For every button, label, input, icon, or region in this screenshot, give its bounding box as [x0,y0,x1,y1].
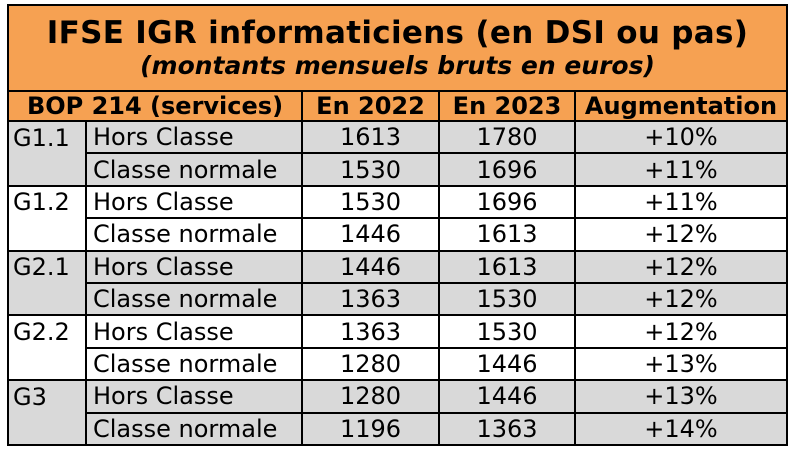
grade-cell [7,347,87,382]
value-2022-cell: 1196 [301,411,440,446]
classe-cell: Classe normale [85,411,303,446]
ifse-table-container: IFSE IGR informaticiens (en DSI ou pas) … [6,4,789,446]
classe-cell: Hors Classe [85,184,303,220]
value-2023-cell: 1780 [438,119,576,155]
title-block: IFSE IGR informaticiens (en DSI ou pas) … [6,4,789,92]
augmentation-cell: +14% [573,411,789,446]
table-row: G2.1 Hors Classe 1446 1613 +12% [7,249,789,284]
classe-cell: Hors Classe [85,119,303,155]
classe-cell: Hors Classe [85,314,303,349]
value-2023-cell: 1446 [438,379,576,414]
augmentation-cell: +11% [573,152,789,187]
table-title: IFSE IGR informaticiens (en DSI ou pas) [46,15,749,51]
ifse-table: IFSE IGR informaticiens (en DSI ou pas) … [6,4,789,446]
value-2022-cell: 1446 [301,249,440,284]
augmentation-cell: +13% [573,346,789,382]
augmentation-cell: +12% [573,314,789,349]
augmentation-cell: +13% [573,379,789,414]
header-2022: En 2022 [301,90,440,122]
value-2022-cell: 1530 [301,152,440,187]
grade-cell [7,218,87,252]
classe-cell: Hors Classe [85,249,303,284]
classe-cell: Classe normale [85,152,303,187]
value-2022-cell: 1446 [301,217,440,252]
value-2022-cell: 1613 [301,119,440,155]
table-row: G1.1 Hors Classe 1613 1780 +10% [7,119,789,155]
table-row: G2.2 Hors Classe 1363 1530 +12% [7,314,789,349]
classe-cell: Classe normale [85,346,303,382]
classe-cell: Classe normale [85,217,303,252]
table-row: Classe normale 1446 1613 +12% [7,217,789,252]
table-row: G3 Hors Classe 1280 1446 +13% [7,379,789,414]
value-2023-cell: 1613 [438,217,576,252]
augmentation-cell: +11% [573,184,789,220]
value-2022-cell: 1530 [301,184,440,220]
header-bop: BOP 214 (services) [7,90,303,122]
table-row: Classe normale 1363 1530 +12% [7,281,789,317]
augmentation-cell: +10% [573,119,789,155]
value-2022-cell: 1280 [301,379,440,414]
grade-cell: G1.2 [7,184,87,219]
value-2023-cell: 1530 [438,314,576,349]
table-subtitle: (montants mensuels bruts en euros) [140,51,655,80]
classe-cell: Hors Classe [85,379,303,414]
grade-cell: G1.1 [7,119,87,154]
grade-cell: G2.1 [7,249,87,283]
value-2023-cell: 1363 [438,411,576,446]
table-row: Classe normale 1530 1696 +11% [7,152,789,187]
grade-cell: G3 [7,379,87,413]
value-2022-cell: 1280 [301,346,440,382]
header-row: BOP 214 (services) En 2022 En 2023 Augme… [7,90,789,122]
value-2023-cell: 1446 [438,346,576,382]
augmentation-cell: +12% [573,249,789,284]
value-2023-cell: 1696 [438,184,576,220]
augmentation-cell: +12% [573,281,789,317]
augmentation-cell: +12% [573,217,789,252]
grade-cell: G2.2 [7,314,87,348]
header-augmentation: Augmentation [573,90,789,122]
grade-cell [7,153,87,187]
grade-cell [7,282,87,317]
value-2023-cell: 1530 [438,281,576,317]
value-2023-cell: 1613 [438,249,576,284]
table-row: Classe normale 1280 1446 +13% [7,346,789,382]
value-2022-cell: 1363 [301,281,440,317]
table-row: Classe normale 1196 1363 +14% [7,411,789,446]
value-2022-cell: 1363 [301,314,440,349]
value-2023-cell: 1696 [438,152,576,187]
grade-cell [7,412,87,446]
header-2023: En 2023 [438,90,576,122]
classe-cell: Classe normale [85,281,303,317]
table-row: G1.2 Hors Classe 1530 1696 +11% [7,184,789,220]
